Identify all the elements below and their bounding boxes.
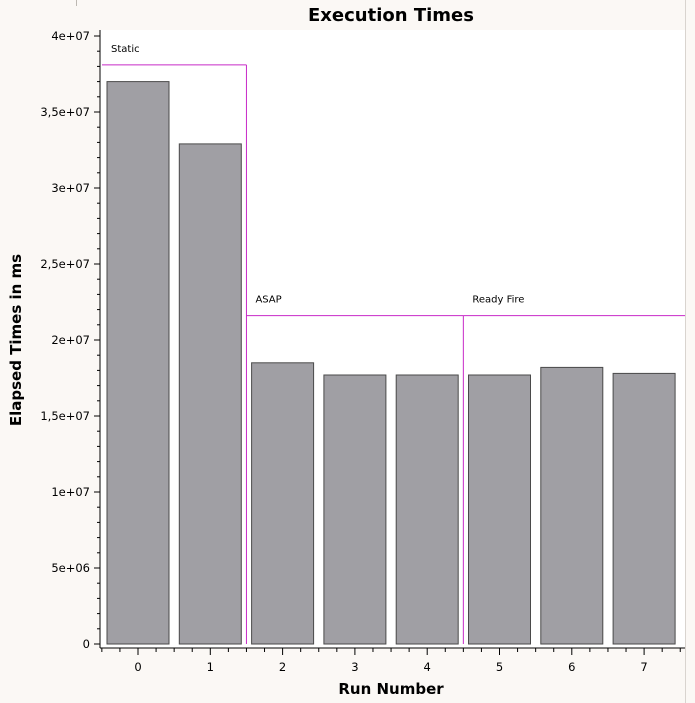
group-brackets: Static ASAP Ready Fire: [102, 44, 685, 644]
y-tick-label: 2e+07: [51, 333, 90, 347]
bar-run-3: [323, 374, 387, 645]
bar-run-6: [540, 366, 604, 645]
group-label-ready-fire: Ready Fire: [472, 295, 524, 306]
axes: 0 5e+06 1e+07 1,5e+07 2e+07 2,5e+07 3e+07 3,5e+…: [40, 29, 685, 674]
x-tick-label: 5: [496, 660, 503, 674]
bars: [106, 81, 676, 645]
y-tick-label: 2,5e+07: [40, 257, 90, 271]
frame-border-left: [76, 0, 77, 6]
x-tick-label: 6: [568, 660, 575, 674]
bar-run-2: [251, 362, 315, 645]
y-tick-label: 1e+07: [51, 485, 90, 499]
x-tick-label: 0: [134, 660, 141, 674]
y-axis-title: Elapsed Times in ms: [7, 254, 25, 426]
chart-title: Execution Times: [308, 5, 474, 26]
x-tick-label: 3: [351, 660, 358, 674]
frame-border-right: [685, 0, 686, 703]
y-tick-label: 4e+07: [51, 29, 90, 43]
y-tick-label: 5e+06: [51, 561, 90, 575]
bar-run-4: [395, 374, 459, 645]
x-tick-label: 7: [640, 660, 647, 674]
x-tick-label: 2: [279, 660, 286, 674]
x-axis-title: Run Number: [338, 680, 444, 698]
bar-run-7: [612, 372, 676, 645]
bar-run-1: [178, 143, 242, 645]
x-tick-label: 4: [424, 660, 431, 674]
bar-run-5: [468, 374, 531, 645]
group-label-asap: ASAP: [255, 295, 281, 306]
x-tick-label: 1: [207, 660, 214, 674]
y-tick-label: 0: [83, 637, 90, 651]
y-tick-label: 3,5e+07: [40, 105, 90, 119]
group-label-static: Static: [111, 44, 140, 55]
y-tick-label: 3e+07: [51, 181, 90, 195]
bar-run-0: [106, 81, 170, 645]
y-tick-label: 1,5e+07: [40, 409, 90, 423]
